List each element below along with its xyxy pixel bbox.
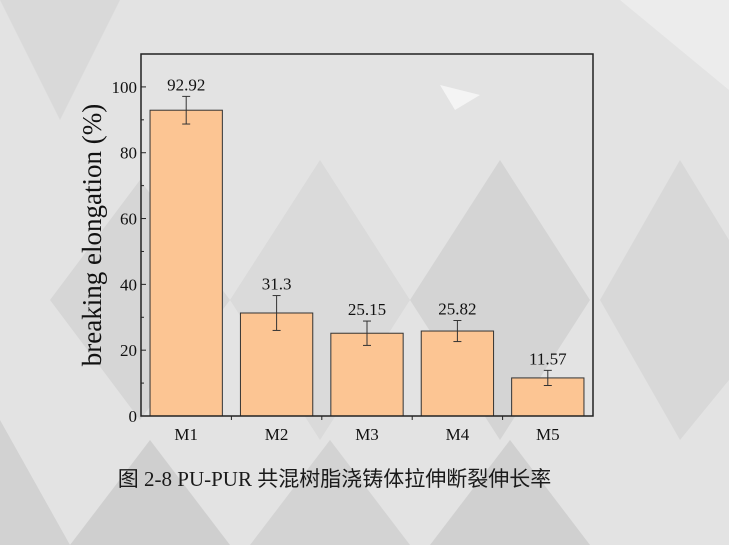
y-tick-label: 20 bbox=[120, 341, 137, 360]
data-label: 11.57 bbox=[529, 349, 567, 368]
x-tick-label: M4 bbox=[446, 425, 470, 444]
x-tick-label: M1 bbox=[174, 425, 198, 444]
bar-M4 bbox=[420, 330, 495, 417]
figure-caption: 图 2-8 PU-PUR 共混树脂浇铸体拉伸断裂伸长率 bbox=[117, 467, 552, 491]
x-tick-label: M2 bbox=[265, 425, 289, 444]
data-label: 92.92 bbox=[167, 75, 205, 94]
y-axis-label: breaking elongation (%) bbox=[77, 104, 107, 366]
x-tick-label: M5 bbox=[536, 425, 560, 444]
plot-frame bbox=[140, 53, 594, 417]
x-tick-label: M3 bbox=[355, 425, 379, 444]
y-tick-label: 100 bbox=[112, 78, 138, 97]
bar-M1 bbox=[149, 109, 223, 417]
y-tick-label: 0 bbox=[129, 407, 138, 426]
data-label: 25.15 bbox=[348, 300, 386, 319]
data-label: 31.3 bbox=[262, 275, 292, 294]
bar-M3 bbox=[330, 332, 404, 417]
y-tick-label: 40 bbox=[120, 275, 137, 294]
y-tick-label: 60 bbox=[120, 210, 137, 229]
y-tick-label: 80 bbox=[120, 144, 137, 163]
data-label: 25.82 bbox=[438, 299, 476, 318]
